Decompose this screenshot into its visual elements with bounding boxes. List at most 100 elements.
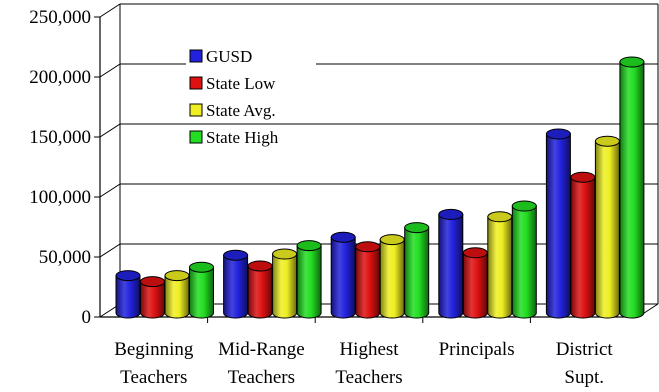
x-tick-label: Beginning [114,339,194,360]
bar-state-avg-district-supt [594,135,620,319]
x-tick-label: Teachers [335,367,402,388]
bar-body [379,239,405,319]
y-tick-label: 150,000 [29,127,91,148]
legend-bg [186,125,316,147]
bar-gusd-mid-range-teachers [223,249,249,319]
y-tick-label: 0 [82,307,92,328]
bar-top [247,260,273,272]
bar-top [438,208,464,220]
bar-top [594,135,620,147]
legend-item-state-low: State Low [186,71,316,93]
bar-body [164,275,190,319]
bar-top [511,200,537,212]
legend-label: State Avg. [206,101,276,120]
x-tick-label: Principals [439,339,515,360]
legend: GUSD State Low State Avg. State High [186,44,316,147]
bar-body [570,176,596,319]
bar-state-low-mid-range-teachers [247,260,273,319]
y-tick-label: 100,000 [29,187,91,208]
legend-label: GUSD [206,47,252,66]
bar-body [140,281,165,319]
labels-layer: 0 50,000 100,000 150,000 200,000 250,000 Begin… [29,7,613,388]
y-tick-label: 200,000 [29,67,91,88]
gridline-side [99,243,121,258]
bar-state-high-highest-teachers [404,222,430,319]
bar-top [272,248,298,260]
bar-top [545,128,571,140]
y-tick-label: 250,000 [29,7,91,28]
gridline-side [99,123,121,138]
bar-body [594,140,620,319]
legend-bg [186,44,316,66]
bar-body [115,275,141,319]
bar-top [164,270,190,282]
bar-top [462,247,488,259]
bar-body [355,246,381,319]
bar-state-high-principals [511,200,537,319]
legend-item-state-high: State High [186,125,316,147]
bar-state-high-beginning-teachers [189,261,214,319]
bar-body [330,236,356,319]
bar-body [296,245,322,319]
bar-state-avg-principals [487,211,513,319]
legend-bg [186,71,316,93]
bar-body [545,133,571,319]
bar-top [379,234,405,246]
bar-body [404,227,430,319]
x-tick-label: Supt. [564,367,604,388]
bar-top [189,261,214,273]
bar-gusd-beginning-teachers [115,270,141,319]
bar-gusd-district-supt [545,128,571,319]
gridline-side [99,3,121,18]
bar-top [570,171,596,183]
x-tick-label: Mid-Range [218,339,305,360]
legend-swatch [189,130,203,144]
bar-body [189,266,214,319]
bar-gusd-highest-teachers [330,231,356,319]
x-tick-label: District [556,339,614,360]
bar-state-avg-mid-range-teachers [272,248,298,319]
x-tick-label: Teachers [228,367,295,388]
bar-top [140,276,165,288]
legend-bg [186,98,316,120]
legend-swatch [189,49,203,63]
bar-state-low-district-supt [570,171,596,319]
legend-item-state-avg: State Avg. [186,98,316,120]
bar-top [619,56,645,68]
x-tick-label: Teachers [120,367,187,388]
bar-top [330,231,356,243]
legend-label: State High [206,128,279,147]
bar-state-high-district-supt [619,56,645,319]
legend-swatch [189,76,203,90]
bar-body [619,61,645,319]
bar-top [115,270,141,282]
bar-top [355,241,381,253]
gridline-side [99,183,121,198]
bar-body [272,253,298,319]
bar-top [404,222,430,234]
bar-top [487,211,513,223]
bars-layer [115,56,645,319]
gridline-side [99,63,121,78]
legend-item-gusd: GUSD [186,44,316,66]
bar-top [223,249,249,261]
bar-body [462,252,488,319]
bar-state-low-principals [462,247,488,319]
bar-gusd-principals [438,208,464,319]
bar-top [296,240,322,252]
bar-body [223,254,249,319]
bar-body [511,205,537,319]
bar-state-low-highest-teachers [355,241,381,319]
bar-body [438,213,464,319]
bar-state-low-beginning-teachers [140,276,165,319]
bar-body [487,216,513,319]
bar-state-avg-beginning-teachers [164,270,190,319]
bar-state-avg-highest-teachers [379,234,405,319]
legend-label: State Low [206,74,276,93]
y-tick-label: 50,000 [39,247,91,268]
x-tick-label: Highest [339,339,399,360]
legend-swatch [189,103,203,117]
bar-body [247,265,273,319]
